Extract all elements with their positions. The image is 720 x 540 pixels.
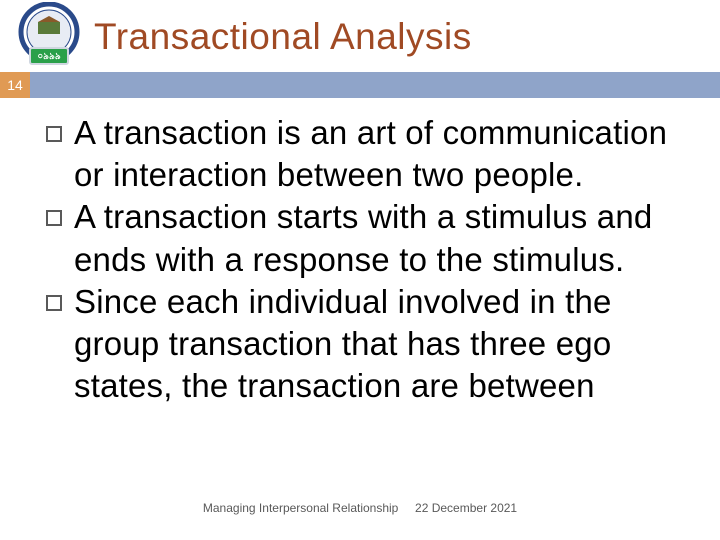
bullet-list: A transaction is an art of communication… [46,112,700,408]
bullet-text: Since each individual involved in the gr… [74,281,700,408]
square-bullet-icon [46,295,62,311]
institution-logo: ০৯৯৯ [10,2,88,70]
square-bullet-icon [46,210,62,226]
page-number-badge: 14 [0,72,30,98]
bullet-text: A transaction starts with a stimulus and… [74,196,700,280]
list-item: Since each individual involved in the gr… [46,281,700,408]
list-item: A transaction starts with a stimulus and… [46,196,700,280]
accent-band [0,72,720,98]
list-item: A transaction is an art of communication… [46,112,700,196]
footer-left: Managing Interpersonal Relationship [203,501,398,515]
slide-title: Transactional Analysis [94,16,472,58]
footer-right: 22 December 2021 [415,501,517,515]
bullet-text: A transaction is an art of communication… [74,112,700,196]
svg-text:০৯৯৯: ০৯৯৯ [37,51,61,61]
slide-footer: Managing Interpersonal Relationship 22 D… [0,501,720,515]
square-bullet-icon [46,126,62,142]
